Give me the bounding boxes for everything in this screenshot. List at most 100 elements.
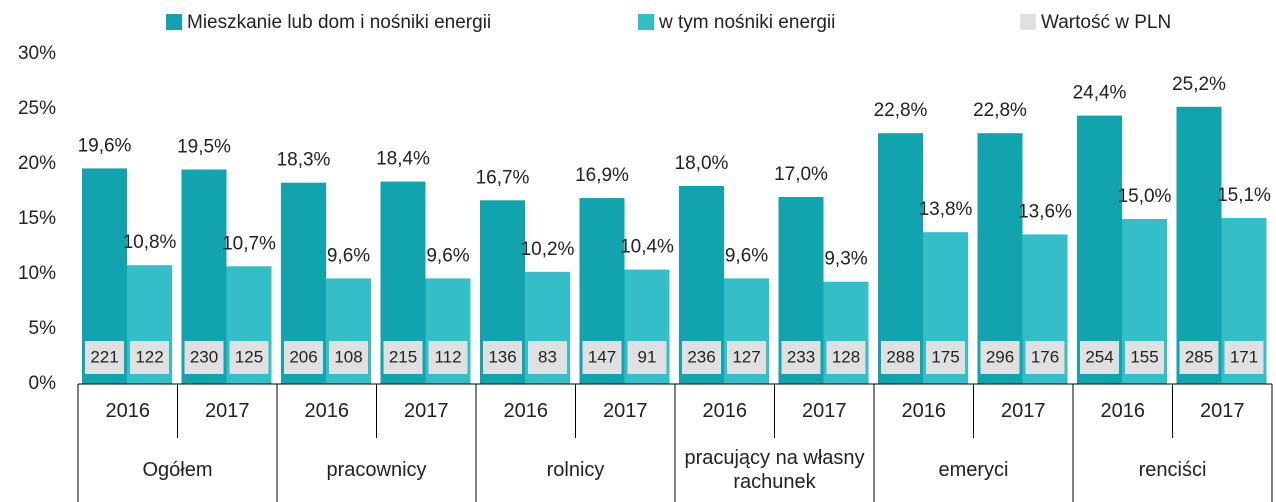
x-tick-label: 2017 [1200,400,1245,422]
group-label: rolnicy [546,459,605,481]
value-label: 18,4% [376,149,430,170]
value-label: 9,3% [824,249,867,270]
pln-label: 83 [538,347,557,366]
pln-label: 254 [1085,347,1113,366]
x-tick-label: 2016 [1100,400,1146,422]
pln-label: 215 [389,347,417,366]
legend-label: w tym nośniki energii [658,12,835,33]
x-tick-label: 2017 [205,400,250,422]
value-label: 25,2% [1172,74,1226,95]
pln-box [329,341,368,374]
pln-box [1080,341,1119,374]
pln-label: 175 [931,347,959,366]
pln-box [682,341,721,374]
y-tick-label: 25% [18,98,56,119]
pln-label: 221 [90,347,118,366]
y-tick-label: 15% [18,208,56,229]
x-tick-label: 2016 [901,400,947,422]
value-label: 22,8% [874,100,928,121]
x-tick-label: 2016 [105,400,151,422]
pln-box [428,341,468,374]
pln-label: 296 [986,347,1014,366]
pln-box [1224,341,1264,374]
pln-label: 147 [588,347,616,366]
pln-label: 176 [1031,347,1059,366]
pln-label: 91 [638,347,657,366]
pln-box [383,341,423,374]
legend-swatch [638,14,654,30]
bar [1077,115,1122,384]
value-label: 9,6% [725,245,768,266]
pln-label: 230 [190,347,218,366]
x-tick-label: 2016 [503,400,549,422]
x-tick-label: 2017 [1001,400,1046,422]
legend-label: Wartość w PLN [1041,12,1171,33]
pln-label: 122 [135,347,163,366]
group-label: pracownicy [326,459,427,481]
value-label: 13,8% [919,199,973,220]
pln-box [881,341,920,374]
pln-label: 112 [434,347,461,366]
pln-box [826,341,866,374]
x-tick-label: 2017 [404,400,449,422]
value-label: 10,7% [222,233,276,254]
pln-label: 136 [488,347,516,366]
pln-box [184,341,224,374]
pln-box [1125,341,1164,374]
legend-swatch [1020,14,1036,30]
group-label: renciści [1138,459,1207,481]
pln-box [85,341,124,374]
pln-label: 288 [886,347,914,366]
bar [1176,106,1222,385]
y-tick-label: 5% [29,318,57,339]
pln-box [284,341,323,374]
value-label: 19,5% [177,137,231,158]
pln-box [582,341,622,374]
x-tick-label: 2017 [603,400,648,422]
legend-swatch [166,14,182,30]
value-label: 16,9% [575,165,629,186]
value-label: 15,0% [1118,186,1172,207]
pln-box [229,341,269,374]
pln-box [781,341,821,374]
group-label: emeryci [938,459,1009,481]
legend-label: Mieszkanie lub dom i nośniki energii [187,12,491,33]
value-label: 16,7% [476,167,530,188]
pln-label: 108 [334,347,362,366]
pln-box [980,341,1020,374]
value-label: 9,6% [327,245,370,266]
pln-box [727,341,766,374]
group-label: pracujący na własny rachunek [684,447,865,493]
y-tick-label: 0% [29,373,57,394]
pln-label: 236 [687,347,715,366]
value-label: 9,6% [426,245,469,266]
pln-label: 206 [289,347,317,366]
pln-label: 127 [732,347,760,366]
value-label: 10,2% [521,239,575,260]
x-tick-label: 2017 [802,400,847,422]
pln-box [130,341,169,374]
y-tick-label: 10% [18,263,56,284]
value-label: 10,4% [620,237,674,258]
value-label: 13,6% [1018,201,1072,222]
value-label: 18,3% [277,150,331,171]
value-label: 19,6% [78,135,132,156]
pln-box [528,341,567,374]
value-label: 10,8% [123,232,177,253]
x-tick-label: 2016 [702,400,748,422]
pln-box [926,341,965,374]
pln-box [1179,341,1219,374]
value-label: 24,4% [1073,83,1127,104]
value-label: 15,1% [1217,185,1271,206]
x-tick-label: 2016 [304,400,350,422]
value-label: 18,0% [675,153,729,174]
pln-box [627,341,667,374]
pln-label: 233 [787,347,815,366]
value-label: 22,8% [973,100,1027,121]
y-tick-label: 30% [18,43,56,64]
pln-label: 125 [235,347,263,366]
pln-box [1025,341,1065,374]
y-tick-label: 20% [18,153,56,174]
